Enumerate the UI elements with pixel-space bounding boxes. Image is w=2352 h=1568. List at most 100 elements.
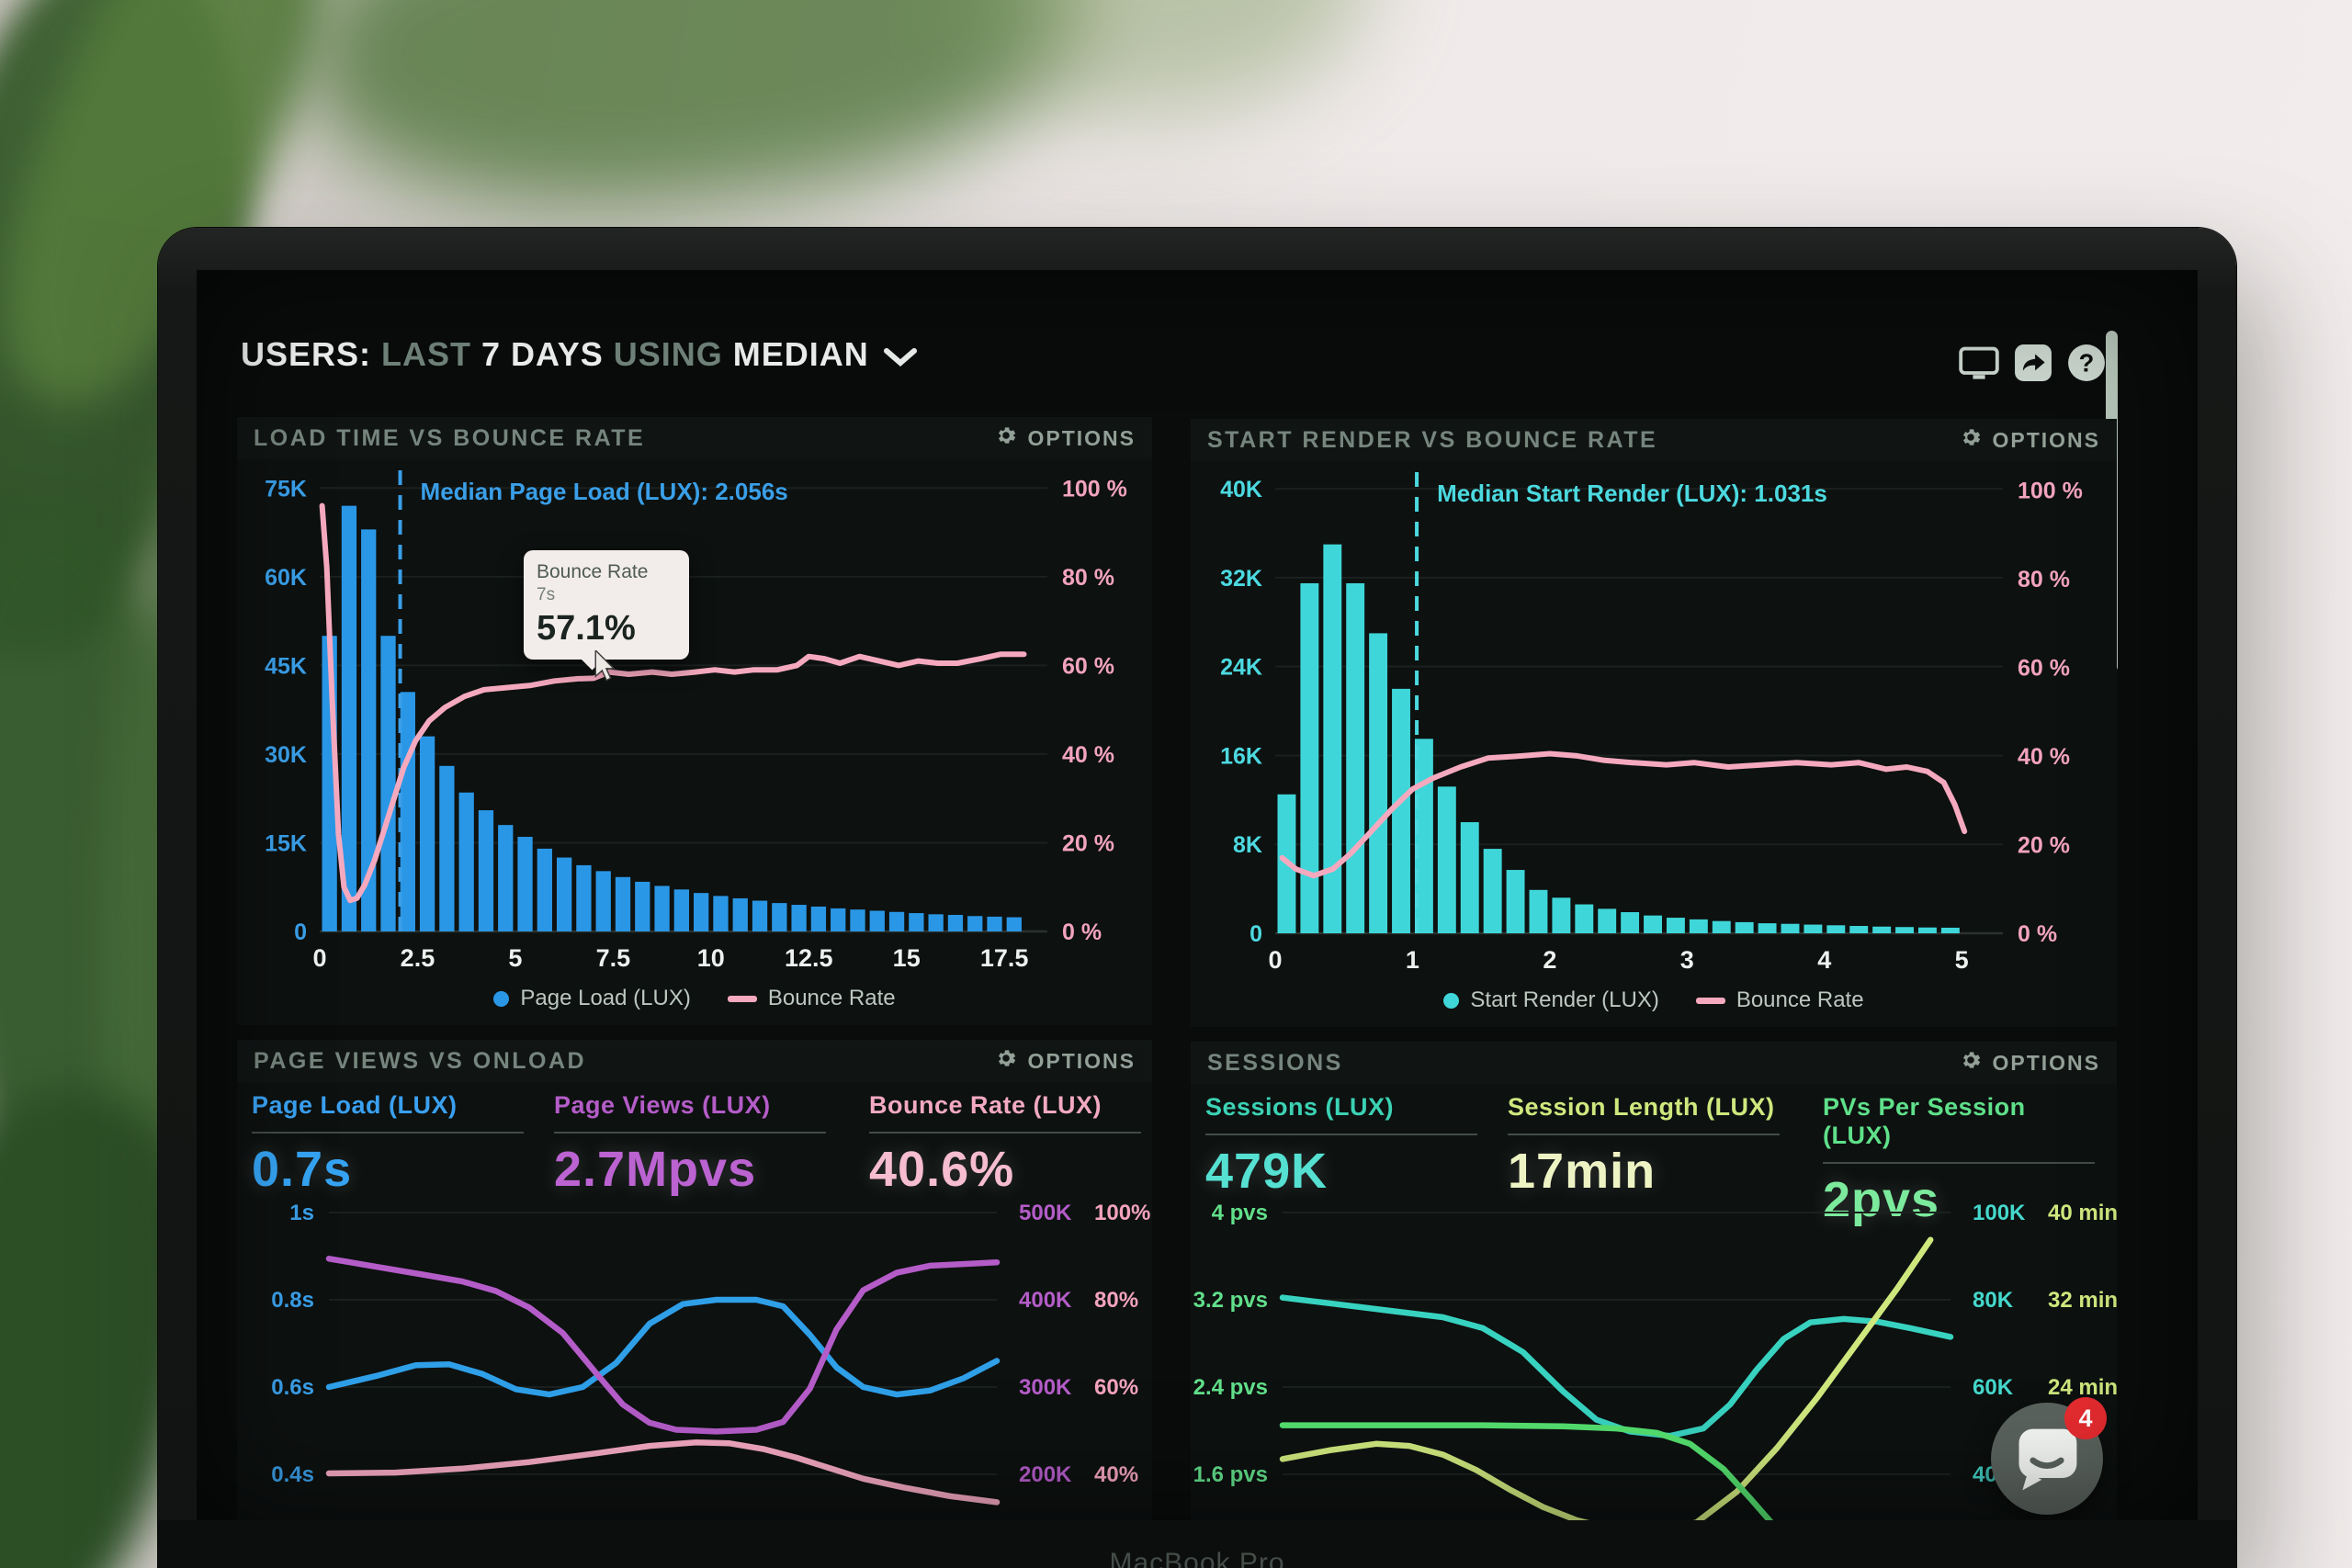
panel-sessions: SESSIONS OPTIONS Sessions (LUX) 479K Sess…	[1191, 1042, 2118, 1520]
svg-text:60%: 60%	[1094, 1375, 1138, 1400]
tooltip-title: Bounce Rate	[537, 561, 649, 582]
svg-text:80 %: 80 %	[2018, 567, 2070, 592]
metric-page-load: Page Load (LUX) 0.7s	[252, 1091, 527, 1198]
svg-text:2.4 pvs: 2.4 pvs	[1193, 1375, 1268, 1400]
svg-text:100 %: 100 %	[2018, 478, 2083, 503]
svg-text:5: 5	[508, 944, 522, 972]
svg-text:0 %: 0 %	[2018, 921, 2057, 947]
svg-text:7.5: 7.5	[596, 944, 631, 972]
svg-text:?: ?	[2079, 348, 2095, 377]
options-button[interactable]: OPTIONS	[994, 423, 1136, 453]
gear-icon	[1959, 425, 1983, 455]
metric-row: Sessions (LUX) 479K Session Length (LUX) 1…	[1191, 1084, 2117, 1227]
svg-text:4: 4	[1817, 946, 1831, 974]
metric-row: Page Load (LUX) 0.7s Page Views (LUX) 2.7M…	[237, 1082, 1152, 1197]
svg-text:10: 10	[697, 944, 725, 972]
notification-badge: 4	[2064, 1397, 2107, 1439]
dashboard-screen: USERS: LAST 7 DAYS USING MEDIAN ? LOAD T…	[197, 270, 2198, 1520]
gear-icon	[994, 423, 1018, 453]
chevron-down-icon[interactable]	[883, 347, 917, 367]
svg-text:0.6s: 0.6s	[271, 1375, 314, 1400]
svg-text:32K: 32K	[1220, 566, 1262, 592]
svg-text:40%: 40%	[1094, 1462, 1138, 1487]
options-button[interactable]: OPTIONS	[994, 1046, 1136, 1076]
svg-text:0: 0	[1268, 946, 1282, 974]
options-button[interactable]: OPTIONS	[1959, 425, 2100, 455]
laptop-bezel: USERS: LAST 7 DAYS USING MEDIAN ? LOAD T…	[158, 228, 2236, 1568]
chat-bubble-icon	[2018, 1428, 2077, 1491]
plant-leaf	[956, 0, 1386, 137]
hover-tooltip: Bounce Rate 7s 57.1%	[524, 550, 689, 671]
svg-text:40K: 40K	[1220, 477, 1262, 502]
options-button[interactable]: OPTIONS	[1959, 1048, 2100, 1077]
svg-text:60K: 60K	[1973, 1375, 2014, 1400]
page-title: USERS: LAST 7 DAYS USING MEDIAN	[241, 329, 917, 380]
tooltip-value: 57.1%	[537, 609, 636, 648]
svg-text:30K: 30K	[265, 742, 307, 768]
start-render-histogram-chart[interactable]: 0 8K 16K 24K 32K 40K 0 % 20 % 40 % 60 % 80 % 100 % M…	[1191, 461, 2117, 982]
legend-label: Bounce Rate	[767, 986, 896, 1010]
svg-text:100%: 100%	[1094, 1201, 1150, 1225]
svg-text:8K: 8K	[1233, 832, 1262, 858]
mouse-cursor-icon	[594, 649, 621, 686]
metric-bounce-rate: Bounce Rate (LUX) 40.6%	[869, 1091, 1145, 1198]
metric-pvs-per-session: PVs Per Session (LUX) 2pvs	[1823, 1093, 2098, 1228]
svg-text:Median Start Render (LUX): 1.0: Median Start Render (LUX): 1.031s	[1437, 479, 1827, 507]
svg-text:80K: 80K	[1973, 1288, 2014, 1313]
svg-text:2: 2	[1543, 946, 1556, 974]
svg-text:1.6 pvs: 1.6 pvs	[1193, 1462, 1268, 1487]
svg-text:80 %: 80 %	[1062, 565, 1114, 591]
panel-title: LOAD TIME VS BOUNCE RATE	[254, 424, 646, 451]
svg-text:75K: 75K	[265, 476, 307, 502]
svg-text:100 %: 100 %	[1062, 476, 1127, 502]
page-views-onload-line-chart[interactable]: 1s 500K 100% 0.8s 400K 80% 0.6s 300K 60% 0.4s 200K…	[237, 1192, 1152, 1520]
svg-text:12.5: 12.5	[785, 944, 833, 972]
gear-icon	[1959, 1048, 1983, 1077]
panel-title: SESSIONS	[1207, 1049, 1343, 1076]
svg-text:400K: 400K	[1019, 1288, 1072, 1313]
share-icon[interactable]	[2014, 344, 2052, 382]
start-render-legend-dot	[1443, 992, 1460, 1009]
svg-text:0 %: 0 %	[1062, 919, 1102, 945]
svg-text:40 %: 40 %	[1062, 742, 1114, 768]
svg-text:4 pvs: 4 pvs	[1212, 1201, 1268, 1225]
svg-text:24K: 24K	[1220, 655, 1262, 681]
laptop-hinge: MacBook Pro	[158, 1520, 2236, 1568]
svg-text:100K: 100K	[1973, 1201, 2026, 1225]
svg-text:3.2 pvs: 3.2 pvs	[1193, 1288, 1268, 1313]
metric-page-views: Page Views (LUX) 2.7Mpvs	[554, 1091, 830, 1198]
svg-text:24 min: 24 min	[2048, 1375, 2117, 1400]
svg-text:0: 0	[294, 919, 307, 945]
chat-widget-button[interactable]: 4	[1991, 1397, 2107, 1515]
panel-title: START RENDER VS BOUNCE RATE	[1207, 426, 1658, 453]
display-icon[interactable]	[1959, 345, 1999, 380]
help-icon[interactable]: ?	[2067, 344, 2106, 382]
svg-text:20 %: 20 %	[2018, 832, 2070, 858]
panel-load-time-vs-bounce-rate: LOAD TIME VS BOUNCE RATE OPTIONS 0 15K 30K…	[237, 417, 1152, 1025]
page-load-legend-dot	[493, 990, 510, 1007]
device-branding: MacBook Pro	[1109, 1548, 1285, 1568]
bounce-rate-legend-dash	[727, 995, 757, 1002]
svg-text:45K: 45K	[265, 653, 307, 679]
svg-text:60 %: 60 %	[1062, 653, 1114, 679]
svg-text:80%: 80%	[1094, 1288, 1138, 1313]
gear-icon	[994, 1046, 1018, 1076]
panel-title: PAGE VIEWS VS ONLOAD	[254, 1047, 587, 1074]
chart-legend: Page Load (LUX) Bounce Rate	[237, 976, 1152, 1021]
chart-legend: Start Render (LUX) Bounce Rate	[1191, 977, 2117, 1023]
sessions-line-chart[interactable]: 4 pvs 100K 40 min 3.2 pvs 80K 32 min 2.4 pvs 60…	[1191, 1194, 2118, 1520]
legend-label: Bounce Rate	[1736, 987, 1864, 1012]
metric-sessions: Sessions (LUX) 479K	[1205, 1093, 1481, 1200]
metric-session-length: Session Length (LUX) 17min	[1508, 1093, 1783, 1200]
svg-text:60 %: 60 %	[2018, 655, 2070, 681]
svg-text:0.4s: 0.4s	[271, 1462, 314, 1487]
plant-leaf	[289, 0, 1089, 235]
svg-text:1: 1	[1406, 946, 1419, 974]
load-time-histogram-chart[interactable]: 0 15K 30K 45K 60K 75K 0 % 20 % 40 % 60 % 80 % 100 %…	[237, 459, 1152, 980]
panel-page-views-vs-onload: PAGE VIEWS VS ONLOAD OPTIONS Page Load (…	[237, 1040, 1152, 1520]
svg-text:15K: 15K	[265, 830, 307, 856]
panel-start-render-vs-bounce-rate: START RENDER VS BOUNCE RATE OPTIONS 0 8K 1…	[1191, 419, 2117, 1027]
tooltip-subtitle: 7s	[537, 585, 556, 604]
svg-text:200K: 200K	[1019, 1462, 1072, 1487]
